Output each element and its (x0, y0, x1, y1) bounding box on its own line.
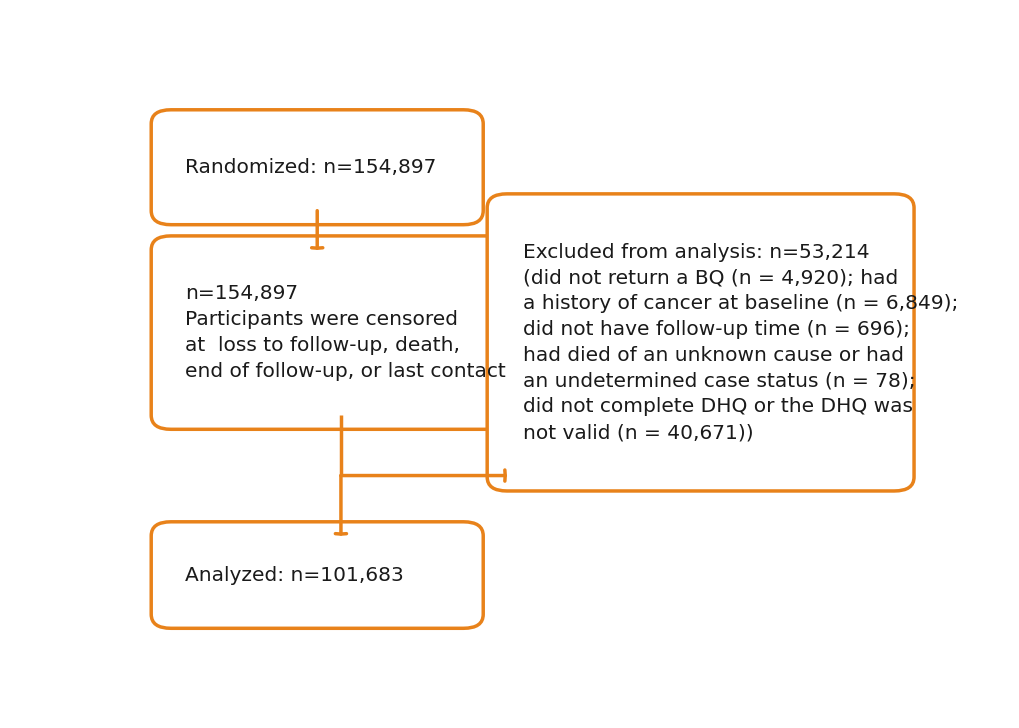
FancyBboxPatch shape (151, 522, 483, 628)
Text: Randomized: n=154,897: Randomized: n=154,897 (185, 158, 436, 177)
FancyBboxPatch shape (487, 194, 913, 491)
Text: n=154,897
Participants were censored
at  loss to follow-up, death,
end of follow: n=154,897 Participants were censored at … (185, 285, 505, 381)
Text: Excluded from analysis: n=53,214
(did not return a BQ (n = 4,920); had
a history: Excluded from analysis: n=53,214 (did no… (522, 243, 957, 442)
Text: Analyzed: n=101,683: Analyzed: n=101,683 (185, 566, 404, 585)
FancyBboxPatch shape (151, 236, 530, 430)
FancyBboxPatch shape (151, 110, 483, 225)
